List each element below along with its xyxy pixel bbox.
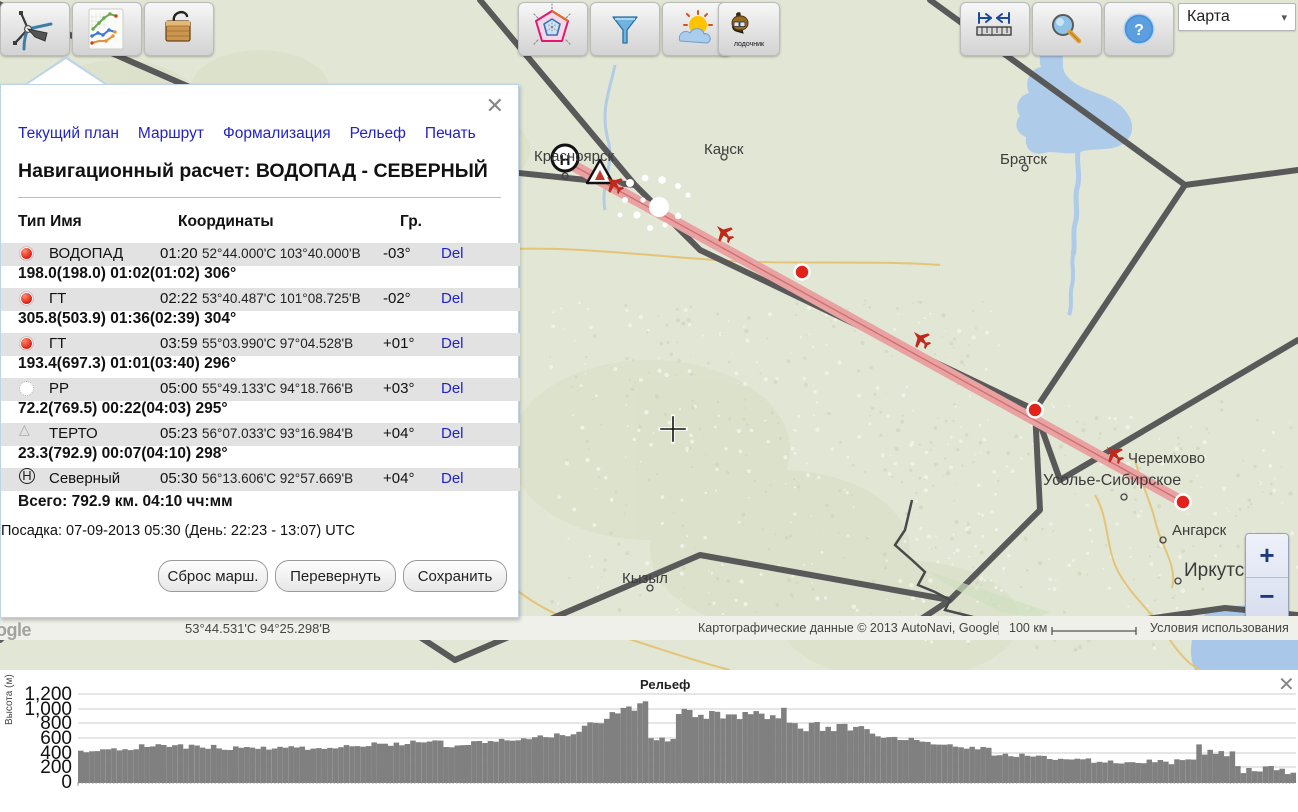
svg-text:лодочник: лодочник <box>734 41 765 48</box>
svg-text:0: 0 <box>61 772 72 793</box>
svg-text:?: ? <box>1134 22 1144 39</box>
